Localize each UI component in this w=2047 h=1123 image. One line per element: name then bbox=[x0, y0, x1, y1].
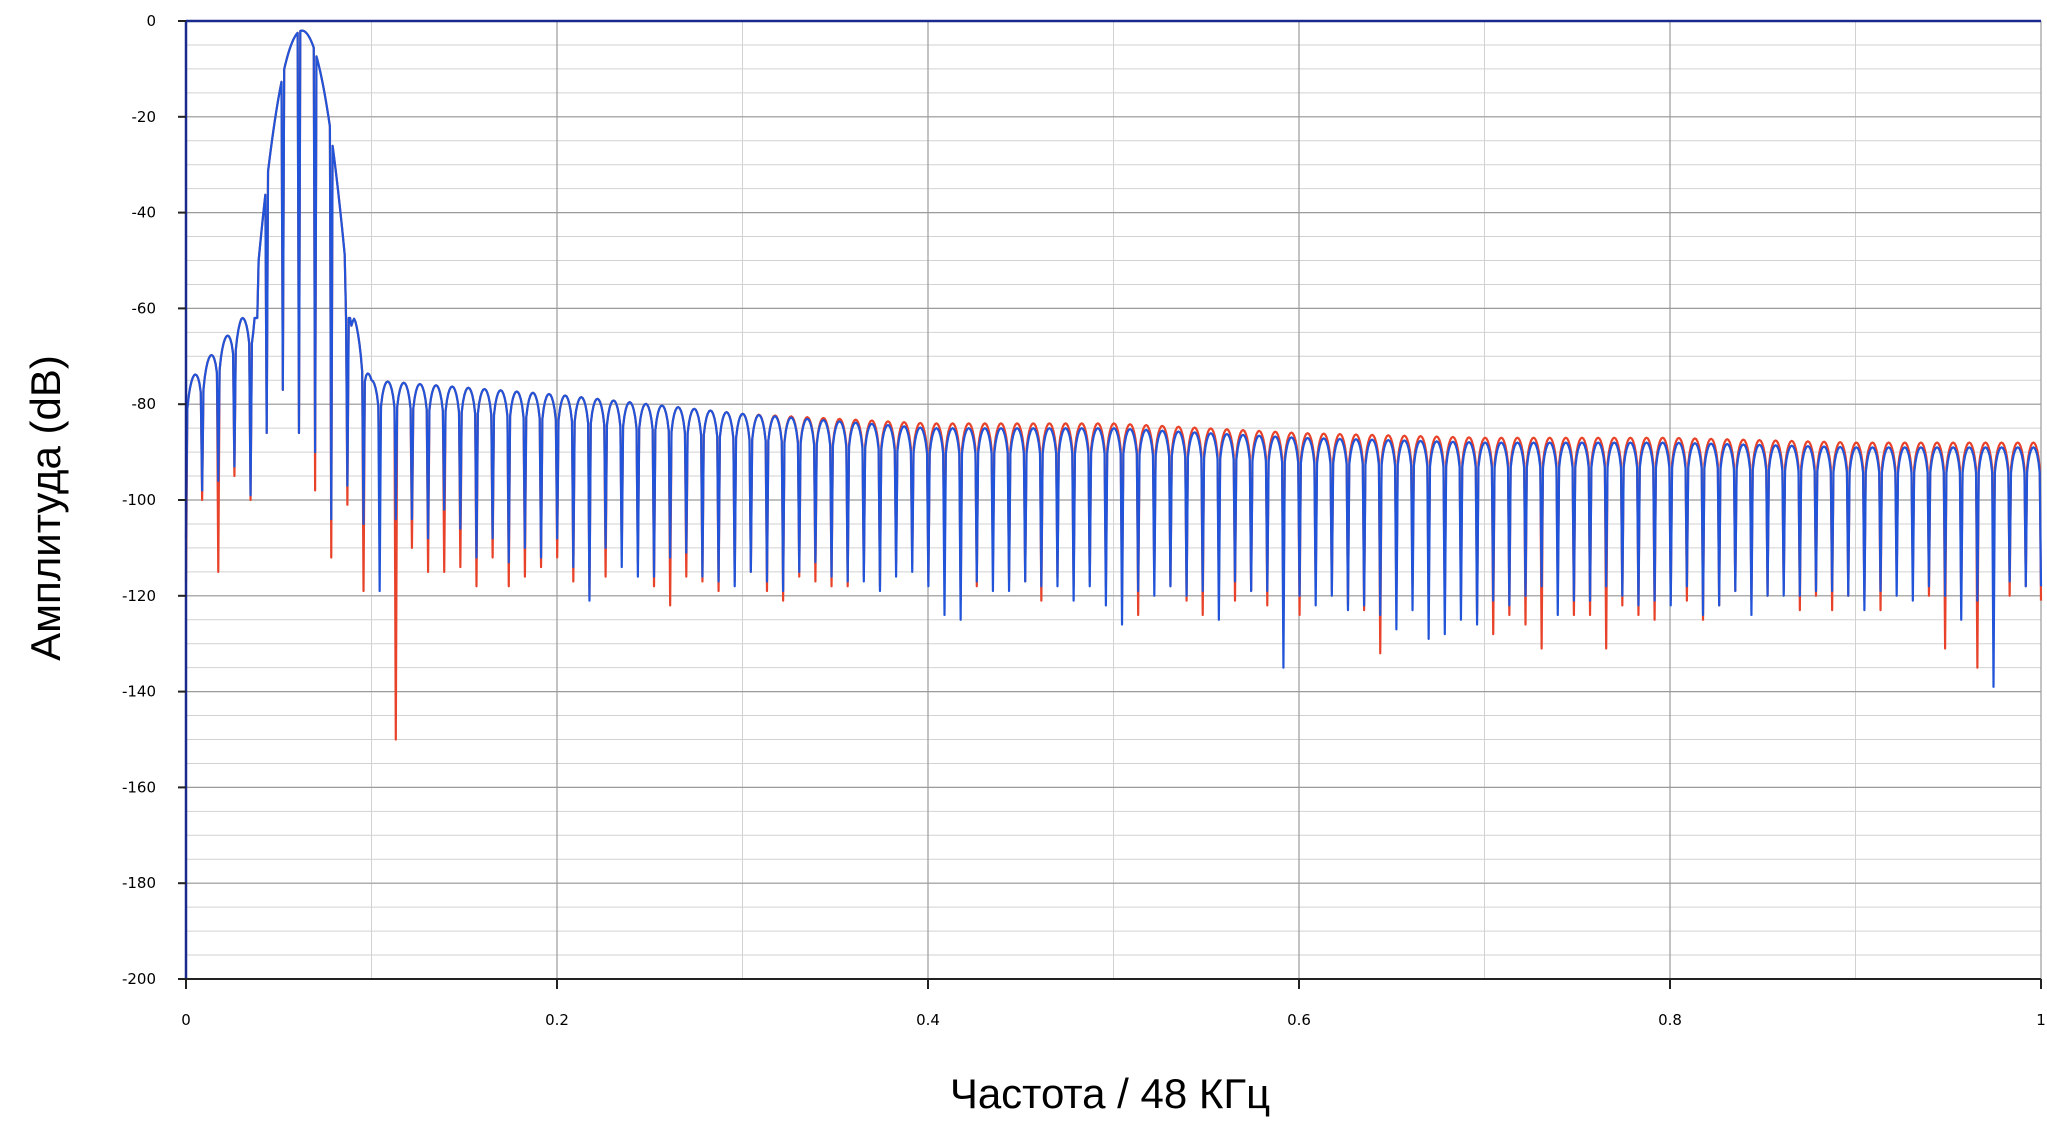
x-tick-label: 0.6 bbox=[1287, 1011, 1311, 1029]
y-tick-label: 0 bbox=[146, 12, 156, 30]
series-line-2 bbox=[184, 29, 2043, 688]
axes bbox=[178, 19, 2042, 989]
y-tick-label: -100 bbox=[122, 491, 156, 509]
x-tick-labels: 0 0.2 0.4 0.6 0.8 1 bbox=[181, 1011, 2046, 1029]
x-tick-label: 0.4 bbox=[916, 1011, 940, 1029]
y-tick-label: -200 bbox=[122, 970, 156, 988]
x-tick-label: 0.8 bbox=[1658, 1011, 1682, 1029]
y-tick-label: -20 bbox=[132, 108, 157, 126]
x-tick-label: 0 bbox=[181, 1011, 191, 1029]
series-lines bbox=[184, 29, 2043, 741]
x-tick-label: 1 bbox=[2036, 1011, 2046, 1029]
y-tick-label: -160 bbox=[122, 778, 156, 796]
y-tick-label: -60 bbox=[132, 299, 157, 317]
y-tick-labels: 0 -20 -40 -60 -80 -100 -120 -140 -160 -180 -200 bbox=[122, 12, 156, 988]
y-tick-label: -40 bbox=[132, 204, 157, 222]
y-tick-label: -80 bbox=[132, 395, 157, 413]
y-tick-label: -180 bbox=[122, 874, 156, 892]
y-axis-title: Амплитуда (dB) bbox=[22, 355, 69, 661]
x-axis-title: Частота / 48 КГц bbox=[950, 1070, 1270, 1117]
y-tick-label: -140 bbox=[122, 683, 156, 701]
x-tick-label: 0.2 bbox=[545, 1011, 569, 1029]
y-tick-label: -120 bbox=[122, 587, 156, 605]
